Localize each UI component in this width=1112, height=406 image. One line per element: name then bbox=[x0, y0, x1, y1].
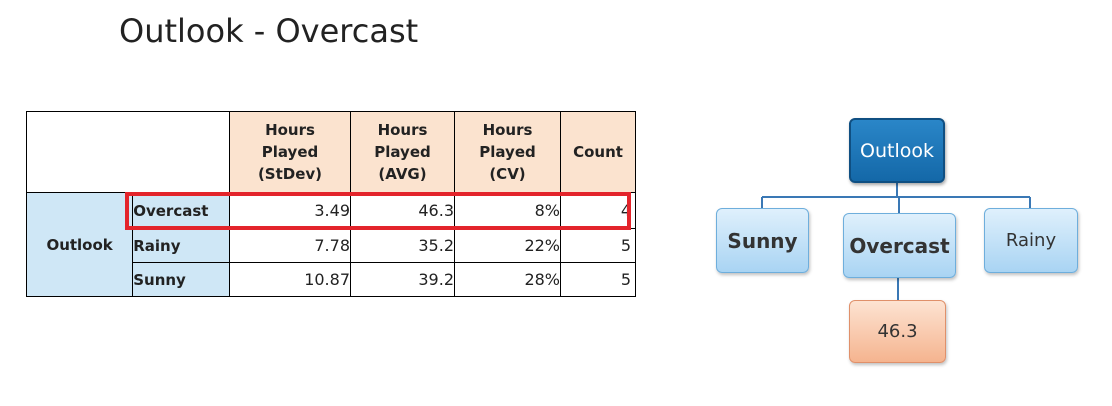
cell-stdev: 10.87 bbox=[229, 262, 351, 297]
page-title: Outlook - Overcast bbox=[119, 12, 419, 50]
cell-avg: 35.2 bbox=[350, 228, 455, 263]
header-cv-line1: Hours bbox=[482, 121, 533, 139]
table-header-row: Hours Played (StDev) Hours Played (AVG) … bbox=[26, 111, 636, 193]
row-label-rainy: Rainy bbox=[132, 228, 230, 263]
table-row: Outlook Overcast 3.49 46.3 8% 4 bbox=[25, 192, 636, 297]
cell-count: 4 bbox=[560, 192, 636, 229]
cell-avg: 46.3 bbox=[350, 192, 455, 229]
cell-cv: 22% bbox=[454, 228, 561, 263]
tree-node-sunny: Sunny bbox=[716, 208, 809, 273]
row-group-label: Outlook bbox=[25, 192, 134, 297]
tree-node-overcast: Overcast bbox=[843, 213, 956, 278]
statistics-table: Hours Played (StDev) Hours Played (AVG) … bbox=[25, 111, 636, 297]
tree-leaf-value: 46.3 bbox=[849, 300, 946, 363]
cell-stdev: 3.49 bbox=[229, 192, 351, 229]
row-label-sunny: Sunny bbox=[132, 262, 230, 297]
row-label-overcast: Overcast bbox=[132, 192, 230, 229]
header-avg-line1: Hours bbox=[377, 121, 428, 139]
table-row: Sunny 10.87 39.2 28% 5 bbox=[27, 262, 636, 297]
header-avg: Hours Played (AVG) bbox=[350, 111, 455, 193]
header-avg-line2: Played bbox=[374, 143, 431, 161]
table-corner-cell bbox=[26, 111, 230, 193]
tree-node-rainy: Rainy bbox=[984, 208, 1078, 273]
header-avg-line3: (AVG) bbox=[378, 165, 427, 183]
header-cv-line2: Played bbox=[479, 143, 536, 161]
cell-cv: 8% bbox=[454, 192, 561, 229]
header-stdev-line1: Hours bbox=[265, 121, 315, 139]
cell-count: 5 bbox=[560, 228, 636, 263]
header-cv-line3: (CV) bbox=[489, 165, 526, 183]
cell-count: 5 bbox=[560, 262, 636, 297]
cell-stdev: 7.78 bbox=[229, 228, 351, 263]
tree-node-outlook: Outlook bbox=[849, 118, 945, 183]
header-stdev-line2: Played bbox=[261, 143, 319, 161]
cell-avg: 39.2 bbox=[350, 262, 455, 297]
header-stdev-line3: (StDev) bbox=[257, 165, 323, 183]
table-row: Rainy 7.78 35.2 22% 5 bbox=[27, 228, 636, 263]
cell-cv: 28% bbox=[454, 262, 561, 297]
header-count: Count bbox=[560, 111, 636, 193]
